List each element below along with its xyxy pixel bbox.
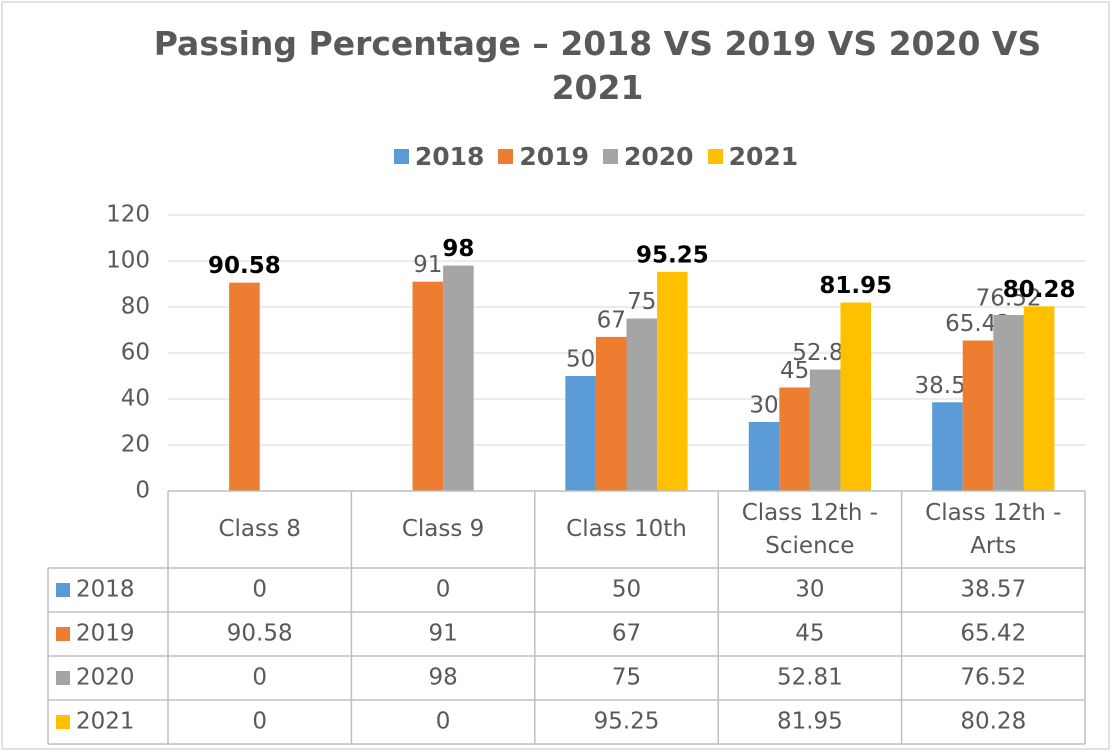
data-label: 50: [566, 347, 595, 373]
bar: [748, 422, 780, 491]
table-cell: 95.25: [594, 709, 660, 735]
table-cell: 38.57: [960, 577, 1026, 603]
bar: [993, 315, 1024, 491]
table-cell: 30: [795, 577, 824, 603]
table-legend-key: [56, 715, 70, 729]
chart-title: Passing Percentage – 2018 VS 2019 VS 202…: [153, 24, 1042, 107]
table-cell: 50: [612, 577, 641, 603]
legend-item: 2018: [393, 142, 485, 171]
legend-key: [603, 149, 618, 164]
y-tick-label: 60: [121, 340, 150, 366]
legend-label: 2020: [624, 142, 694, 171]
table-cell: 76.52: [960, 665, 1026, 691]
table-series-label: 2021: [76, 709, 135, 735]
bar: [626, 318, 658, 491]
table-cell: 67: [612, 621, 641, 647]
legend-label: 2018: [414, 142, 485, 171]
table-cell: 0: [436, 709, 451, 735]
bar: [1023, 306, 1055, 491]
table-cell: 80.28: [960, 709, 1026, 735]
y-tick-label: 20: [121, 432, 150, 458]
table-cell: 90.58: [227, 621, 293, 647]
bar: [565, 376, 596, 491]
y-tick-label: 40: [121, 386, 150, 412]
legend-key: [498, 149, 514, 164]
table-cell: 91: [428, 621, 457, 647]
table-series-label: 2019: [76, 621, 135, 647]
bar: [932, 402, 963, 491]
legend-item: 2019: [498, 142, 589, 171]
table-series-label: 2020: [76, 665, 135, 691]
bar: [412, 281, 444, 491]
table-cell: 98: [428, 665, 457, 691]
data-label: 67: [597, 307, 626, 333]
table-cell: 81.95: [777, 709, 843, 735]
y-tick-label: 0: [135, 478, 150, 504]
y-tick-label: 120: [106, 202, 150, 228]
x-tick-label: Class 9: [401, 516, 485, 542]
table-cell: 0: [252, 709, 267, 735]
bar: [595, 336, 627, 491]
bar: [443, 265, 474, 491]
bar: [229, 282, 260, 491]
bar: [809, 369, 841, 491]
data-label: 80.28: [1003, 277, 1076, 303]
x-tick-label: Class 12th - Science: [741, 499, 879, 559]
table-cell: 0: [252, 665, 267, 691]
x-tick-label: Class 10th: [566, 516, 687, 542]
data-label: 75: [627, 289, 656, 315]
legend: 2018 2019 2020 2021: [0, 142, 1112, 171]
data-label: 98: [442, 236, 474, 262]
legend-label: 2019: [519, 142, 589, 171]
bar: [779, 387, 810, 491]
legend-item: 2020: [603, 142, 694, 171]
y-tick-label: 100: [106, 248, 150, 274]
legend-item: 2021: [707, 142, 799, 171]
data-label: 91: [413, 252, 442, 278]
bar: [657, 271, 688, 491]
table-legend-key: [56, 671, 70, 685]
table-cell: 65.42: [960, 621, 1026, 647]
x-tick-label: Class 8: [218, 516, 301, 542]
data-label: 95.25: [636, 242, 709, 268]
table-legend-key: [56, 583, 70, 597]
table-cell: 45: [795, 621, 824, 647]
y-tick-label: 80: [121, 294, 150, 320]
table-series-label: 2018: [76, 577, 135, 603]
data-label: 81.95: [819, 273, 892, 299]
bar: [962, 340, 994, 491]
data-label: 90.58: [208, 253, 281, 279]
data-label: 45: [780, 358, 809, 384]
table-legend-key: [56, 627, 70, 641]
bar: [840, 302, 872, 491]
data-label: 30: [749, 393, 778, 419]
legend-key: [393, 149, 409, 164]
table-cell: 75: [612, 665, 641, 691]
legend-label: 2021: [728, 142, 799, 171]
table-cell: 0: [252, 577, 267, 603]
table-cell: 0: [436, 577, 451, 603]
x-tick-label: Class 12th - Arts: [925, 499, 1062, 559]
table-cell: 52.81: [777, 665, 843, 691]
legend-key: [707, 149, 723, 164]
